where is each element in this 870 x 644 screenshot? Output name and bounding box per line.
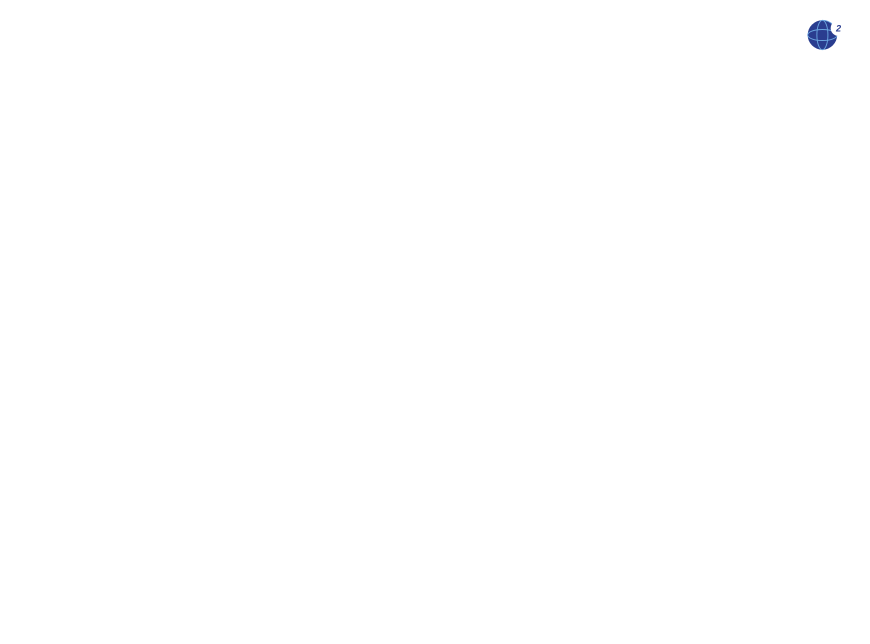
- type-segment-overview: [430, 262, 870, 470]
- regional-analysis: [0, 262, 430, 470]
- logo: 2: [804, 12, 852, 58]
- page-title: [0, 0, 870, 18]
- svg-text:2: 2: [835, 23, 842, 33]
- globe-icon: 2: [804, 12, 850, 58]
- key-players: [370, 48, 870, 242]
- market-size-chart: [0, 48, 370, 242]
- donut-chart: [40, 270, 240, 470]
